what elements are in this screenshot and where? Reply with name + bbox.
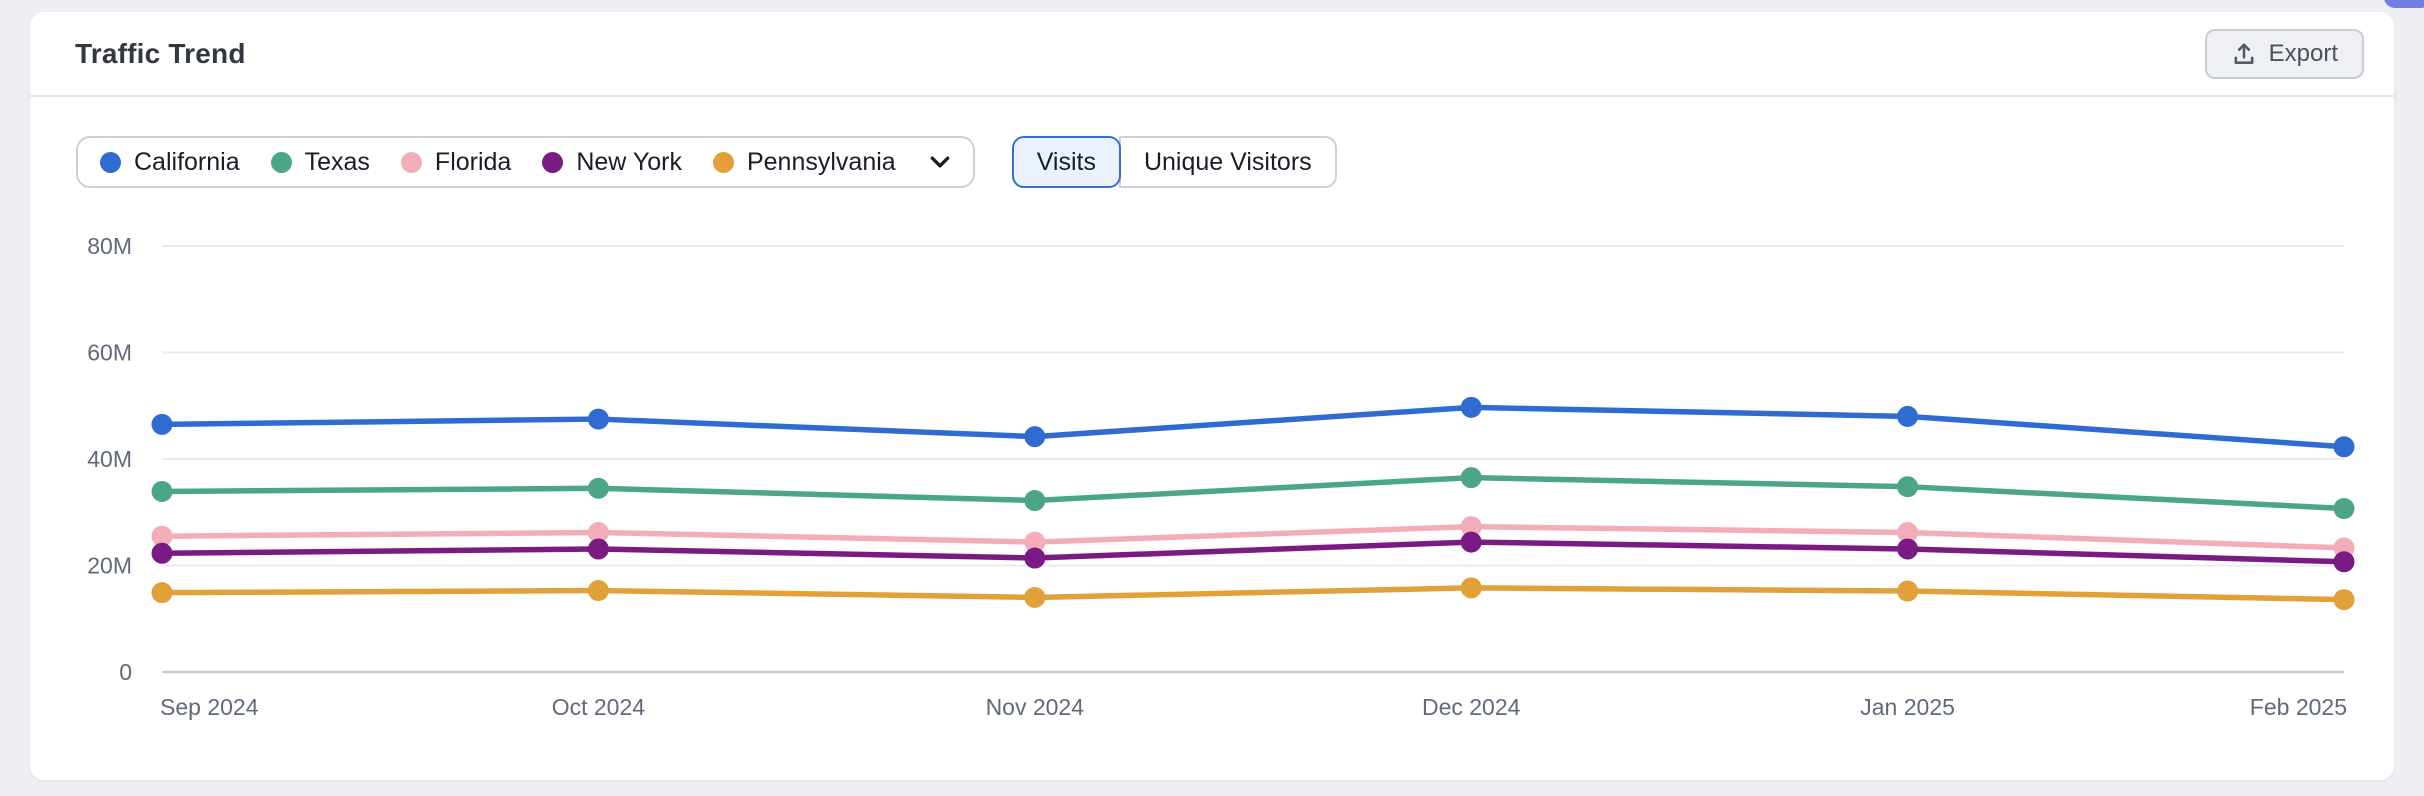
data-point-florida-2[interactable] [1024,531,1046,553]
data-point-california-2[interactable] [1024,426,1046,448]
data-point-new-york-5[interactable] [2333,551,2355,573]
data-point-pennsylvania-3[interactable] [1460,577,1482,599]
x-axis-tick-label: Sep 2024 [160,694,259,720]
data-point-florida-4[interactable] [1897,521,1919,543]
data-point-pennsylvania-0[interactable] [151,582,173,604]
card-header: Traffic Trend Export [30,12,2394,97]
chevron-down-icon[interactable] [929,154,951,170]
data-point-pennsylvania-5[interactable] [2333,589,2355,611]
data-point-new-york-0[interactable] [151,542,173,564]
pennsylvania-color-dot [712,151,734,173]
data-point-new-york-4[interactable] [1897,538,1919,560]
legend-item-texas[interactable]: Texas [270,147,370,177]
data-point-california-5[interactable] [2333,436,2355,458]
y-axis-tick-label: 60M [87,340,132,366]
data-point-florida-1[interactable] [587,521,609,543]
data-point-pennsylvania-2[interactable] [1024,586,1046,608]
data-point-texas-4[interactable] [1897,476,1919,498]
x-axis-tick-label: Dec 2024 [1422,694,1521,720]
data-point-pennsylvania-4[interactable] [1897,580,1919,602]
legend-item-label: Pennsylvania [746,147,896,176]
metric-toggle: Visits Unique Visitors [1011,136,1337,188]
export-button-label: Export [2268,39,2338,67]
series-line-florida [159,523,2347,551]
data-point-california-3[interactable] [1460,396,1482,418]
data-point-florida-0[interactable] [151,525,173,547]
export-button[interactable]: Export [2204,28,2364,79]
y-axis-tick-label: 0 [119,659,132,685]
legend-item-label: New York [576,147,682,176]
series-line-new-york [159,539,2347,565]
corner-widget-sliver [2384,0,2424,8]
data-point-texas-1[interactable] [587,477,609,499]
data-point-florida-3[interactable] [1460,516,1482,538]
data-point-new-york-2[interactable] [1024,547,1046,569]
data-point-texas-3[interactable] [1460,467,1482,489]
y-axis-tick-label: 20M [87,553,132,579]
tab-unique-visitors[interactable]: Unique Visitors [1118,136,1337,188]
x-axis-tick-label: Feb 2025 [2250,694,2347,720]
legend-item-pennsylvania[interactable]: Pennsylvania [712,147,896,177]
data-point-texas-5[interactable] [2333,498,2355,520]
chart-legend: California Texas Florida New York Pennsy… [76,136,975,188]
data-point-texas-2[interactable] [1024,490,1046,512]
tab-visits[interactable]: Visits [1011,136,1121,188]
x-axis-tick-label: Nov 2024 [986,694,1085,720]
series-line-california [159,404,2347,450]
california-color-dot [100,151,121,173]
traffic-trend-chart: 0 20M 40M 60M 80M Sep 2024 Oct 2024 Nov 2024 Dec… [87,233,2355,720]
x-axis-tick-label: Oct 2024 [552,694,646,720]
legend-item-label: Texas [304,147,370,176]
legend-item-new-york[interactable]: New York [542,148,682,177]
data-point-california-4[interactable] [1897,405,1919,427]
controls-row: California Texas Florida New York Pennsy… [76,136,2364,188]
legend-item-label: California [134,147,240,176]
y-axis-tick-label: 40M [87,446,132,472]
legend-item-florida[interactable]: Florida [400,147,512,177]
traffic-trend-card: Traffic Trend Export California Texas Fl… [30,12,2394,780]
legend-item-label: Florida [434,147,512,176]
export-upload-icon [2231,41,2257,67]
data-point-new-york-3[interactable] [1460,531,1482,553]
page-title: Traffic Trend [75,37,246,69]
x-axis-tick-label: Jan 2025 [1860,694,1955,720]
new-york-color-dot [542,151,564,173]
legend-item-california[interactable]: California [100,148,240,177]
series-line-texas [159,474,2347,512]
data-point-california-0[interactable] [151,413,173,435]
texas-color-dot [270,151,292,173]
florida-color-dot [400,151,422,173]
data-point-california-1[interactable] [587,408,609,430]
data-point-new-york-1[interactable] [587,538,609,560]
data-point-pennsylvania-1[interactable] [587,580,609,602]
y-axis-tick-label: 80M [87,233,132,259]
data-point-texas-0[interactable] [151,480,173,502]
series-line-pennsylvania [159,585,2347,603]
